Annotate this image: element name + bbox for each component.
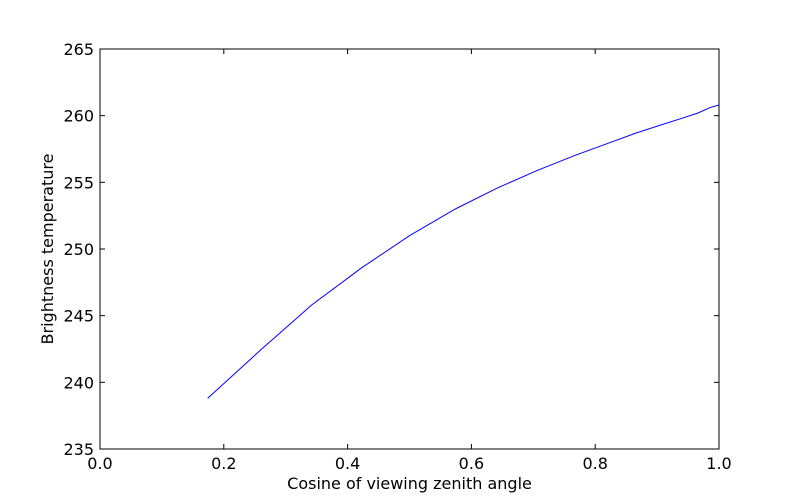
y-tick-label: 255 (63, 173, 94, 192)
x-tick-label: 0.0 (87, 454, 112, 473)
x-tick-label: 0.8 (582, 454, 607, 473)
y-tick-label: 235 (63, 440, 94, 459)
y-axis: 235 240 245 250 255 260 265 (63, 40, 719, 459)
x-axis: 0.0 0.2 0.4 0.6 0.8 1.0 (87, 49, 732, 473)
x-tick-label: 1.0 (706, 454, 731, 473)
plot-area (99, 48, 720, 450)
y-tick-label: 250 (63, 240, 94, 259)
y-tick-label: 260 (63, 107, 94, 126)
x-tick-label: 0.4 (335, 454, 360, 473)
y-tick-label: 265 (63, 40, 94, 59)
y-tick-label: 245 (63, 307, 94, 326)
axes-frame (99, 48, 720, 450)
series-layer (207, 104, 720, 399)
x-tick-label: 0.2 (211, 454, 236, 473)
x-axis-title: Cosine of viewing zenith angle (287, 474, 532, 493)
series-line (207, 104, 720, 399)
x-tick-label: 0.6 (459, 454, 484, 473)
y-tick-label: 240 (63, 373, 94, 392)
y-axis-title: Brightness temperature (38, 154, 57, 345)
